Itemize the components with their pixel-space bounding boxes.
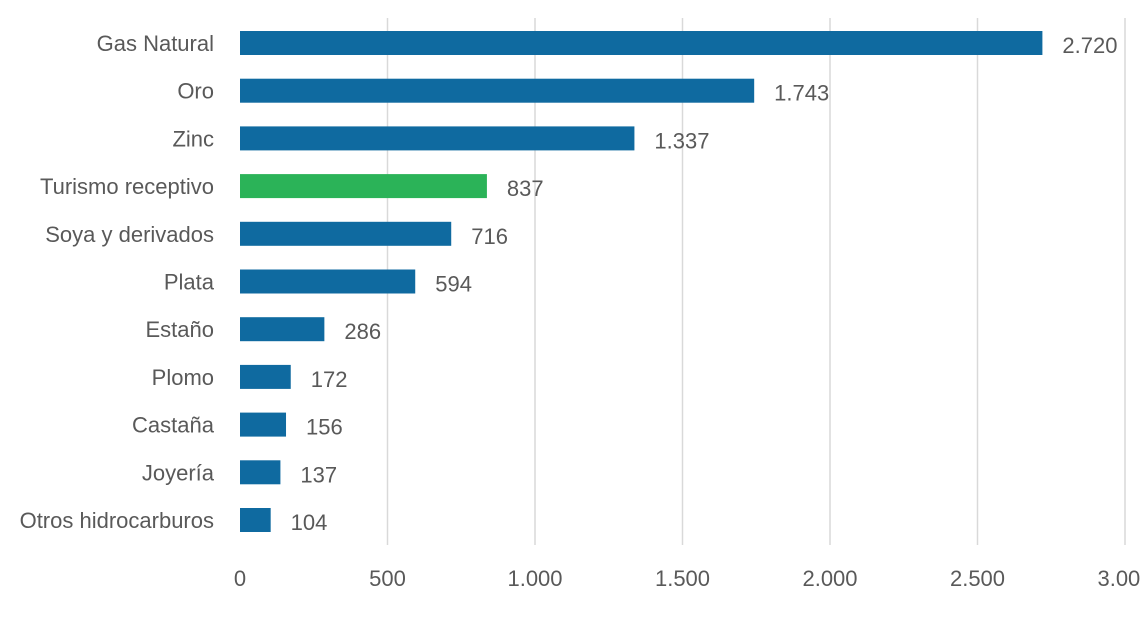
bar-joyeria <box>240 460 281 485</box>
bars <box>240 31 1043 532</box>
bar-gas-natural <box>240 31 1043 55</box>
data-label: 2.720 <box>1062 33 1117 58</box>
data-label: 1.337 <box>654 128 709 153</box>
x-tick-label: 2.500 <box>950 566 1005 591</box>
category-label: Plata <box>164 270 215 295</box>
category-label: Otros hidrocarburos <box>20 508 214 533</box>
data-label: 104 <box>291 510 328 535</box>
x-tick-label: 2.000 <box>802 566 857 591</box>
category-labels: Gas Natural Oro Zinc Turismo receptivo Soya … <box>20 31 215 533</box>
value-labels: 2.720 1.743 1.337 837 716 594 286 172 156 137 104 <box>291 33 1118 535</box>
bar-oro <box>240 78 755 103</box>
bar-otros-hidrocarburos <box>240 508 271 532</box>
bar-plomo <box>240 364 291 389</box>
category-label: Gas Natural <box>97 31 214 56</box>
x-tick-label: 1.500 <box>655 566 710 591</box>
data-label: 837 <box>507 176 544 201</box>
category-label: Joyería <box>142 460 215 485</box>
bar-soya-y-derivados <box>240 221 452 246</box>
bar-castana <box>240 412 287 437</box>
category-label: Zinc <box>172 126 214 151</box>
bar-estano <box>240 317 325 342</box>
category-label: Castaña <box>132 413 215 438</box>
data-label: 137 <box>300 462 337 487</box>
x-tick-label: 1.000 <box>507 566 562 591</box>
data-label: 286 <box>344 319 381 344</box>
category-label: Estaño <box>146 317 215 342</box>
category-label: Soya y derivados <box>45 222 214 247</box>
data-label: 716 <box>471 224 508 249</box>
x-tick-label: 0 <box>234 566 246 591</box>
x-tick-label: 3.000 <box>1097 566 1140 591</box>
category-label: Plomo <box>152 365 214 390</box>
bar-zinc <box>240 126 635 151</box>
bar-turismo-receptivo <box>240 174 487 199</box>
x-tick-label: 500 <box>369 566 406 591</box>
x-axis-tick-labels: 0 500 1.000 1.500 2.000 2.500 3.000 <box>234 566 1140 591</box>
gridlines <box>386 18 1126 545</box>
bar-plata <box>240 269 416 294</box>
category-label: Oro <box>177 79 214 104</box>
data-label: 156 <box>306 415 343 440</box>
data-label: 594 <box>435 272 472 297</box>
data-label: 172 <box>311 367 348 392</box>
category-label: Turismo receptivo <box>40 174 214 199</box>
data-label: 1.743 <box>774 81 829 106</box>
